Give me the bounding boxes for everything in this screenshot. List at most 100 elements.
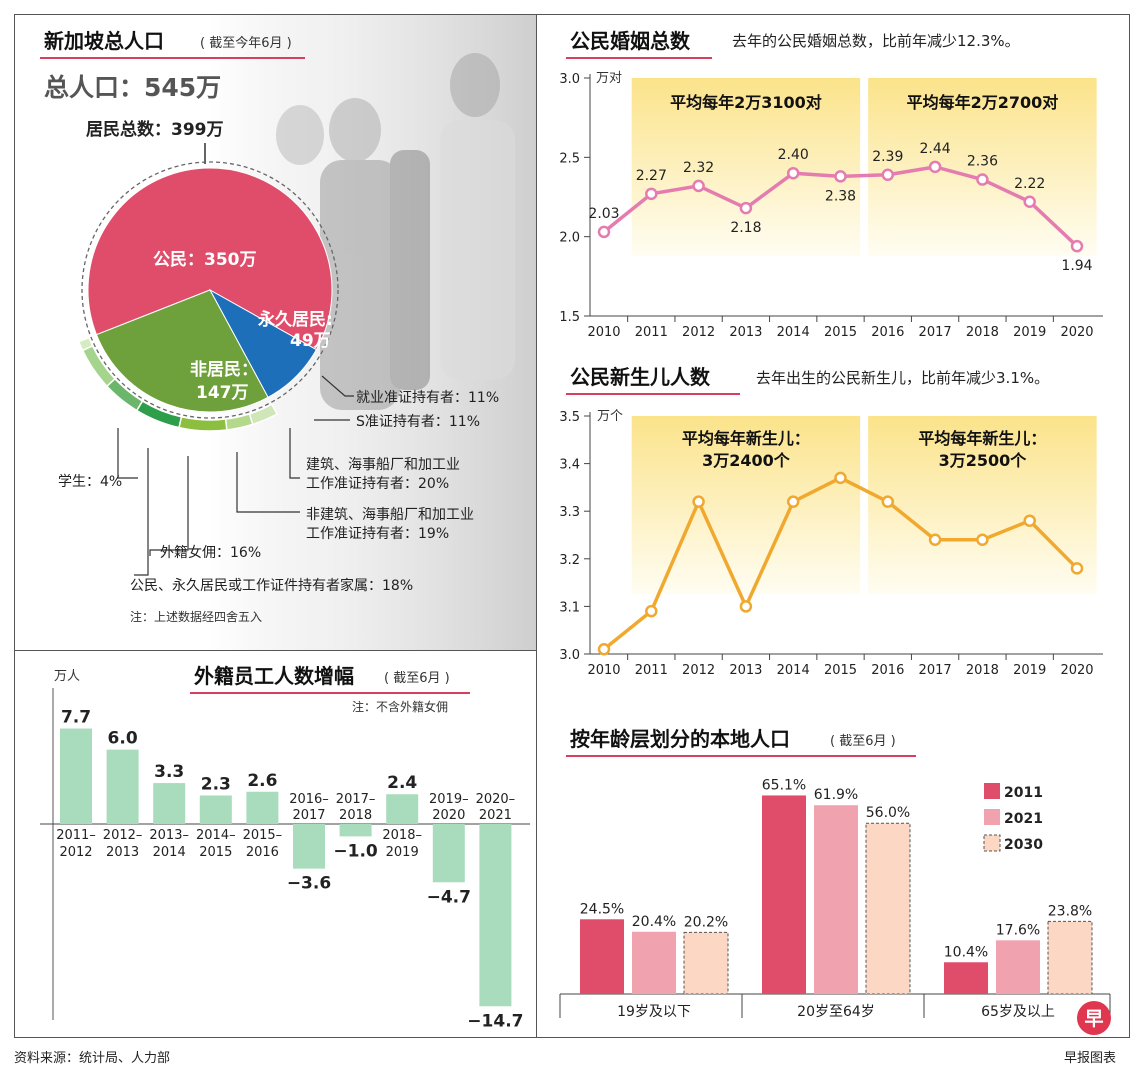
population-title: 新加坡总人口 — [44, 29, 164, 53]
foreign-note: 注：不含外籍女佣 — [352, 699, 448, 714]
y-tick-label: 3.1 — [559, 600, 580, 615]
bar-category-label: 2020– — [476, 792, 516, 807]
bar-category-label: 2019 — [386, 845, 419, 860]
data-label: 2.36 — [967, 154, 998, 170]
marriage-title: 公民婚姻总数 — [570, 29, 691, 53]
bar-category-label: 2015 — [199, 845, 232, 860]
avg-band-label-1-line1: 平均每年新生儿： — [682, 429, 810, 448]
births-unit: 万个 — [597, 409, 623, 424]
bar — [199, 795, 232, 824]
x-tick-label: 2019 — [1013, 663, 1046, 678]
pie-label-nonresident-line2: 147万 — [196, 383, 249, 403]
age-bar-value: 20.4% — [632, 914, 676, 930]
y-tick-label: 2.0 — [559, 231, 580, 246]
annotation-nonconstruction-line2: 工作准证持有者：19% — [306, 526, 449, 542]
data-point — [1023, 514, 1036, 527]
x-tick-label: 2010 — [587, 325, 620, 340]
x-tick-label: 2015 — [824, 663, 857, 678]
x-tick-label: 2010 — [587, 663, 620, 678]
x-tick-label: 2014 — [777, 325, 810, 340]
data-label: 2.18 — [730, 220, 761, 236]
foreign-worker-bar-chart: 7.7 2011– 2012 6.0 2012– 2013 3.3 2013– 2014 2.3 2… — [40, 708, 530, 1031]
y-tick-label: 3.0 — [559, 648, 580, 663]
y-tick-label: 3.0 — [559, 72, 580, 87]
crowd-silhouettes — [276, 53, 515, 410]
age-bar — [1047, 920, 1093, 995]
pie-label-pr-line1: 永久居民: — [257, 309, 333, 330]
x-tick-label: 2011 — [635, 325, 668, 340]
data-point — [692, 179, 705, 193]
bar-value-label: −4.7 — [427, 887, 471, 907]
bar-value-label: 6.0 — [108, 729, 138, 749]
legend-swatch — [984, 783, 1000, 799]
bar-category-label: 2011– — [56, 828, 96, 843]
y-tick-label: 1.5 — [559, 310, 580, 325]
bar-value-label: 2.4 — [387, 773, 417, 793]
data-point — [739, 600, 753, 613]
avg-band-label-2-line1: 平均每年新生儿： — [918, 429, 1046, 448]
bar-category-label: 2020 — [432, 808, 465, 823]
bar — [432, 824, 465, 883]
avg-band-2 — [868, 78, 1097, 256]
bar-category-label: 2012 — [59, 845, 92, 860]
credit-text: 早报图表 — [1064, 1051, 1116, 1066]
births-title: 公民新生儿人数 — [570, 365, 711, 389]
data-point — [1023, 195, 1036, 209]
bar — [293, 824, 325, 869]
x-tick-label: 2012 — [682, 325, 715, 340]
x-tick-label: 2014 — [777, 663, 810, 678]
bar — [153, 783, 186, 824]
zaobao-logo — [1077, 1001, 1111, 1035]
foreign-title: 外籍员工人数增幅 — [194, 664, 354, 688]
left-section-divider — [14, 650, 536, 651]
data-label: 2.44 — [920, 141, 951, 157]
foreign-subtitle: ( 截至6月 ) — [384, 671, 450, 686]
nonresident-breakdown-ring — [77, 336, 279, 432]
data-point — [597, 642, 611, 656]
bar — [246, 791, 279, 824]
bar-value-label: −1.0 — [333, 841, 378, 861]
data-point — [645, 604, 658, 618]
x-tick-label: 2016 — [871, 325, 904, 340]
bar-category-label: 2015– — [243, 828, 283, 843]
bar-category-label: 2021 — [479, 808, 512, 823]
bar-category-label: 2019– — [429, 792, 469, 807]
age-bar-value: 56.0% — [866, 805, 910, 821]
bar-value-label: 7.7 — [61, 708, 91, 728]
resident-total: 居民总数：399万 — [86, 119, 224, 140]
data-point — [834, 170, 847, 183]
annotation-dependants: 公民、永久居民或工作证件持有者家属：18% — [130, 577, 413, 594]
data-point — [834, 471, 847, 485]
age-bar-value: 24.5% — [580, 901, 624, 917]
x-tick-label: 2017 — [919, 325, 952, 340]
data-label: 1.94 — [1061, 258, 1092, 274]
data-label: 2.03 — [588, 206, 619, 222]
ring-construction — [178, 415, 228, 432]
age-bar — [865, 822, 911, 995]
bar-value-label: 3.3 — [154, 762, 184, 782]
column-divider — [536, 14, 537, 1038]
x-tick-label: 2020 — [1060, 663, 1093, 678]
annotation-construction-line1: 建筑、海事船厂和加工业 — [306, 457, 460, 473]
bar-category-label: 2014– — [196, 828, 236, 843]
bar — [386, 794, 419, 824]
y-tick-label: 3.2 — [559, 553, 580, 568]
legend-swatch — [984, 809, 1000, 825]
pie-label-citizens: 公民：350万 — [153, 250, 257, 270]
data-point — [597, 225, 611, 239]
marriage-line-chart: 平均每年2万3100对 平均每年2万2700对 1.5 2.0 2.5 3.0 2010 20… — [559, 72, 1103, 340]
population-subtitle-text: 截至今年6月 — [209, 35, 282, 51]
population-note: 注：上述数据经四舍五入 — [130, 609, 262, 624]
resident-dashed-ring — [81, 161, 339, 419]
y-tick-label: 3.5 — [559, 410, 580, 425]
legend-label: 2030 — [1004, 837, 1043, 853]
age-bar — [944, 962, 988, 994]
bar-category-label: 2013– — [149, 828, 189, 843]
bar-category-label: 2017 — [292, 808, 325, 823]
data-point — [786, 166, 800, 180]
avg-band-2 — [868, 416, 1097, 594]
annotation-s-pass: S准证持有者：11% — [356, 414, 480, 430]
data-label: 2.39 — [872, 149, 903, 165]
bar-category-label: 2014 — [153, 845, 186, 860]
